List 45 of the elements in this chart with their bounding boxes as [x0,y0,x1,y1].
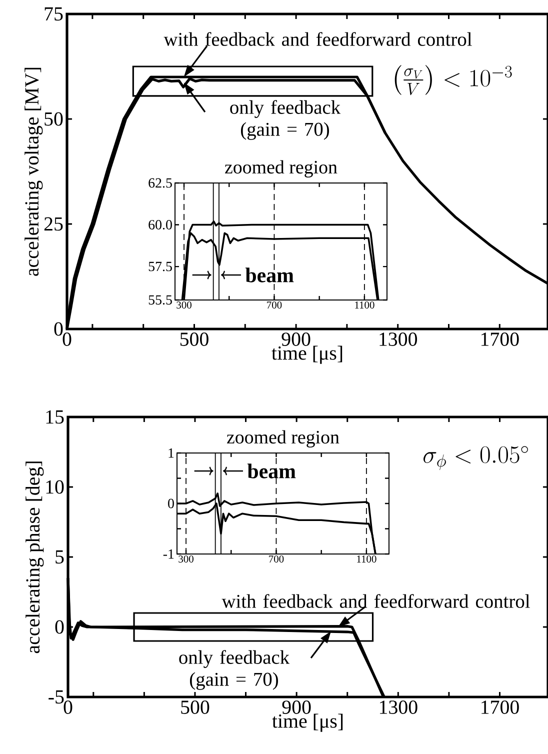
x-tick-label: 0 [64,700,72,714]
y-tick-label: 55.5 [148,295,172,305]
x-tick-label: 900 [282,700,311,714]
y-tick-label: 0 [54,322,63,336]
x-tick-label: 500 [181,700,210,714]
y-tick-label: 75 [44,7,63,21]
x-tick-label: 1100 [355,302,374,309]
y-tick-label: 60.0 [148,220,172,230]
y-axis-title: accelerating voltage [MV] [24,68,43,276]
annotation: beam [247,464,296,478]
y-tick-label: 10 [46,480,64,494]
annotation: with feedback and feedforward control [222,594,530,608]
annotation: only feedback (gain = 70) [179,650,290,690]
y-tick-label: -5 [48,690,64,704]
x-axis-title: time [μs] [272,346,342,364]
y-tick-label: 0 [168,498,174,508]
annotation: beam [245,268,294,282]
x-tick-label: 1700 [482,700,519,714]
x-tick-label: 1100 [357,556,376,563]
annotation: $\left(\frac{\sigma_V}{V}\right) < 10^{-3}$ [394,65,512,96]
y-tick-label: 1 [168,448,174,458]
x-tick-label: 1300 [380,700,418,714]
x-tick-label: 500 [180,332,208,346]
x-tick-label: 700 [269,556,284,563]
x-axis-title: time [μs] [272,714,343,732]
y-tick-label: 50 [44,112,63,126]
annotation: with feedback and feedforward control [164,32,472,46]
x-tick-label: 300 [178,556,194,563]
y-tick-label: 15 [46,410,64,424]
x-tick-label: 300 [176,302,192,309]
x-tick-label: 1700 [481,332,519,346]
y-tick-label: -1 [163,549,174,559]
y-axis-title: accelerating phase [deg] [26,462,44,654]
y-tick-label: 62.5 [148,178,172,188]
annotation: only feedback (gain = 70) [230,100,341,140]
y-tick-label: 25 [44,217,63,231]
chart-title: zoomed region [227,430,340,448]
x-tick-label: 900 [282,332,310,346]
x-tick-label: 1300 [380,332,418,346]
y-tick-label: 5 [56,550,64,564]
chart-title: zoomed region [225,160,338,178]
y-tick-label: 57.5 [148,262,172,272]
y-tick-label: 0 [55,620,64,634]
x-tick-label: 700 [267,302,282,309]
annotation: $\sigma_{\phi} < 0.05^{\circ}$ [424,446,528,470]
